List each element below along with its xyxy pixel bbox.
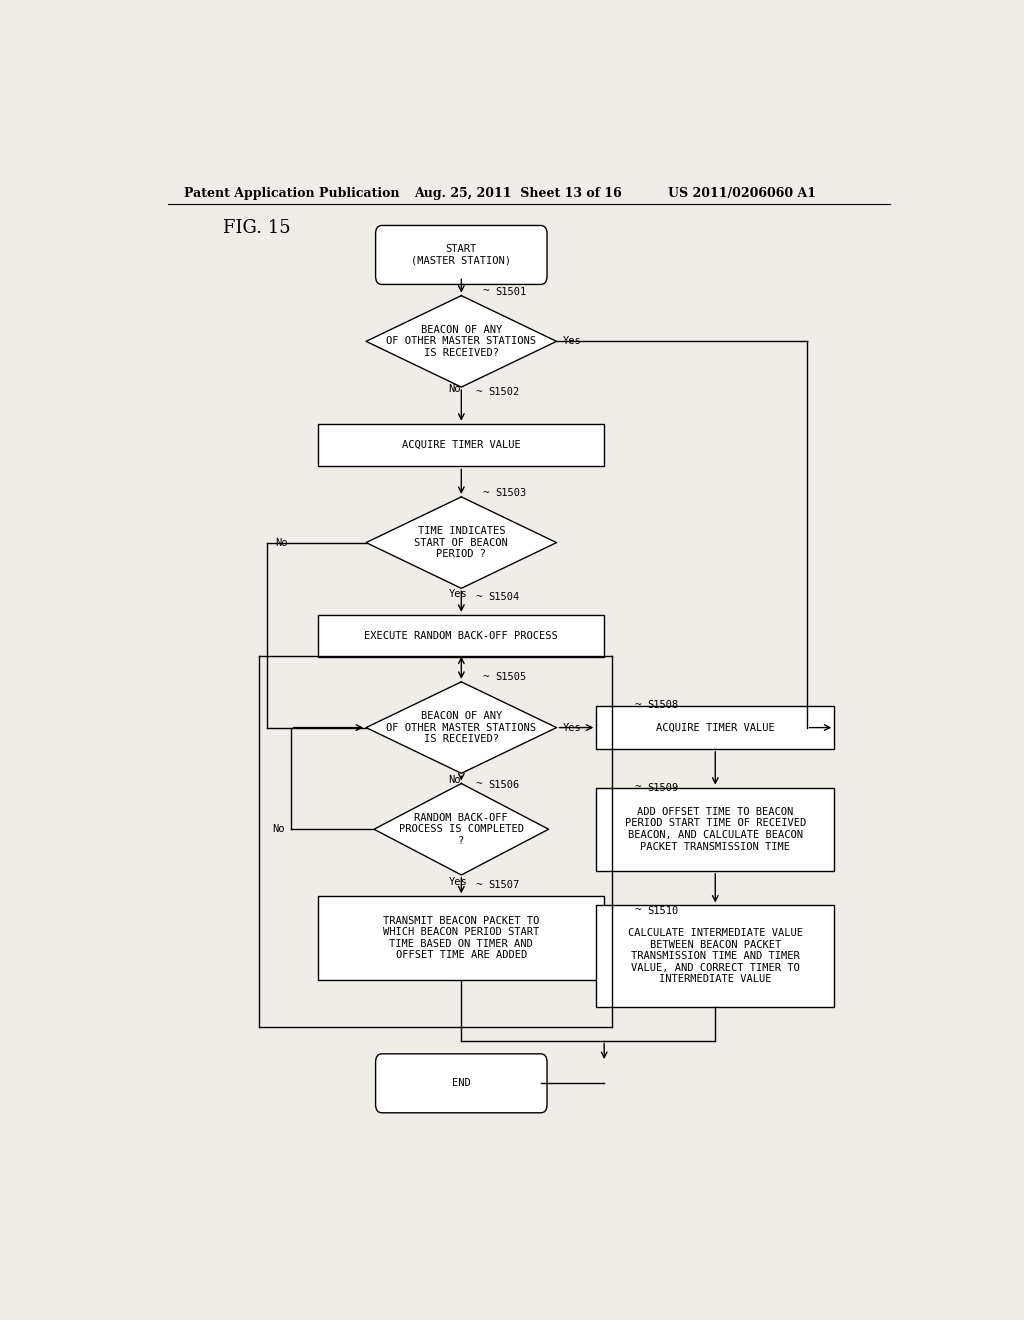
Bar: [596, 706, 835, 748]
Text: ACQUIRE TIMER VALUE: ACQUIRE TIMER VALUE: [656, 722, 774, 733]
Text: CALCULATE INTERMEDIATE VALUE
BETWEEN BEACON PACKET
TRANSMISSION TIME AND TIMER
V: CALCULATE INTERMEDIATE VALUE BETWEEN BEA…: [628, 928, 803, 985]
Text: S1505: S1505: [496, 672, 526, 681]
Text: ~: ~: [475, 780, 482, 789]
Text: Patent Application Publication: Patent Application Publication: [183, 187, 399, 201]
Text: ~: ~: [475, 593, 482, 602]
Bar: [318, 424, 604, 466]
Text: S1503: S1503: [496, 488, 526, 498]
Polygon shape: [367, 682, 557, 774]
Text: Yes: Yes: [449, 876, 467, 887]
Text: US 2011/0206060 A1: US 2011/0206060 A1: [668, 187, 816, 201]
Text: S1509: S1509: [647, 783, 678, 792]
Bar: [596, 788, 835, 871]
Text: Aug. 25, 2011  Sheet 13 of 16: Aug. 25, 2011 Sheet 13 of 16: [414, 187, 622, 201]
Text: ~: ~: [634, 783, 641, 792]
Text: S1502: S1502: [488, 387, 519, 397]
Polygon shape: [367, 296, 557, 387]
Text: TRANSMIT BEACON PACKET TO
WHICH BEACON PERIOD START
TIME BASED ON TIMER AND
OFFS: TRANSMIT BEACON PACKET TO WHICH BEACON P…: [383, 916, 540, 961]
Polygon shape: [374, 784, 549, 875]
Text: ~: ~: [475, 387, 482, 397]
Text: No: No: [272, 824, 285, 834]
Text: S1504: S1504: [488, 593, 519, 602]
Text: S1510: S1510: [647, 906, 678, 916]
Text: EXECUTE RANDOM BACK-OFF PROCESS: EXECUTE RANDOM BACK-OFF PROCESS: [365, 631, 558, 642]
Bar: [318, 896, 604, 979]
Text: No: No: [449, 384, 461, 395]
Text: START
(MASTER STATION): START (MASTER STATION): [412, 244, 511, 265]
Text: ~: ~: [482, 286, 489, 297]
Text: ~: ~: [634, 700, 641, 710]
FancyBboxPatch shape: [376, 226, 547, 284]
FancyBboxPatch shape: [376, 1053, 547, 1113]
Text: END: END: [452, 1078, 471, 1088]
Text: No: No: [274, 537, 288, 548]
Text: S1507: S1507: [488, 880, 519, 890]
Text: RANDOM BACK-OFF
PROCESS IS COMPLETED
?: RANDOM BACK-OFF PROCESS IS COMPLETED ?: [398, 813, 524, 846]
Bar: [596, 906, 835, 1007]
Text: ADD OFFSET TIME TO BEACON
PERIOD START TIME OF RECEIVED
BEACON, AND CALCULATE BE: ADD OFFSET TIME TO BEACON PERIOD START T…: [625, 807, 806, 851]
Text: TIME INDICATES
START OF BEACON
PERIOD ?: TIME INDICATES START OF BEACON PERIOD ?: [415, 525, 508, 560]
Polygon shape: [367, 496, 557, 589]
Text: Yes: Yes: [563, 722, 582, 733]
Text: FIG. 15: FIG. 15: [223, 219, 291, 238]
Text: BEACON OF ANY
OF OTHER MASTER STATIONS
IS RECEIVED?: BEACON OF ANY OF OTHER MASTER STATIONS I…: [386, 711, 537, 744]
Text: S1508: S1508: [647, 700, 678, 710]
Text: Yes: Yes: [449, 590, 467, 599]
Text: ACQUIRE TIMER VALUE: ACQUIRE TIMER VALUE: [402, 440, 520, 450]
Text: No: No: [449, 775, 461, 785]
Text: BEACON OF ANY
OF OTHER MASTER STATIONS
IS RECEIVED?: BEACON OF ANY OF OTHER MASTER STATIONS I…: [386, 325, 537, 358]
Text: Yes: Yes: [563, 337, 582, 346]
Text: ~: ~: [634, 906, 641, 916]
Text: S1506: S1506: [488, 780, 519, 789]
Text: ~: ~: [482, 488, 489, 498]
Bar: [318, 615, 604, 657]
Text: ~: ~: [482, 672, 489, 681]
Text: S1501: S1501: [496, 286, 526, 297]
Text: ~: ~: [475, 880, 482, 890]
